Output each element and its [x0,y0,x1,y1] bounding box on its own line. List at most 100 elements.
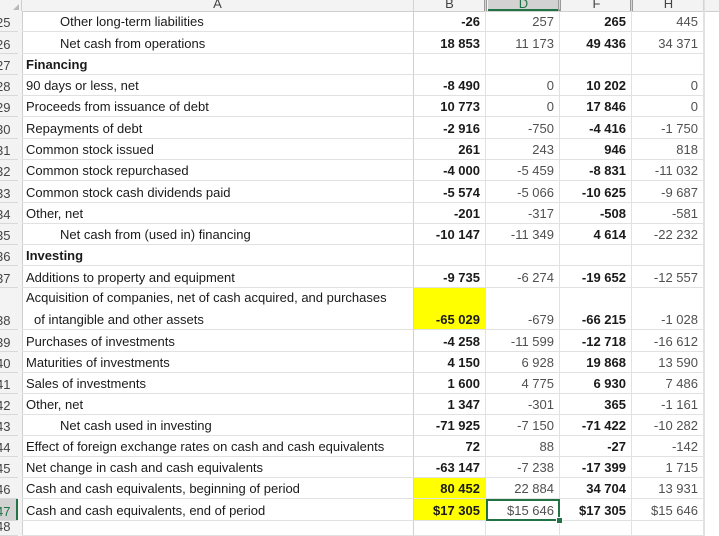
cell-d[interactable]: 0 [486,96,560,117]
select-all-corner[interactable] [0,0,22,11]
row-number[interactable]: 37 [0,266,18,288]
hidden-column-c-marker[interactable] [484,0,487,11]
cell-d[interactable]: -679 [486,288,560,330]
cell-b[interactable]: -63 147 [414,457,486,478]
cell-b[interactable]: 18 853 [414,32,486,54]
cell-a[interactable]: Common stock cash dividends paid [22,181,414,203]
cell-h[interactable]: -22 232 [632,224,704,245]
row-number[interactable]: 25 [0,11,18,32]
row-number[interactable]: 27 [0,54,18,75]
cell-f[interactable]: -4 416 [560,117,632,139]
cell-h[interactable]: 0 [632,75,704,96]
cell-d[interactable]: 0 [486,75,560,96]
cell-b[interactable]: 1 347 [414,394,486,415]
cell-a[interactable]: Net cash from operations [22,32,414,54]
cell-h[interactable]: 818 [632,139,704,160]
row-number[interactable]: 35 [0,224,18,245]
cell-d[interactable]: -5 459 [486,160,560,181]
cell-h[interactable]: -1 028 [632,288,704,330]
cell-d[interactable] [486,245,560,266]
cell-f[interactable]: 19 868 [560,352,632,373]
cell-b[interactable] [414,521,486,536]
cell-d[interactable]: 4 775 [486,373,560,394]
cell-a[interactable]: Net cash from (used in) financing [22,224,414,245]
cell-a[interactable]: Other, net [22,203,414,224]
cell-f[interactable]: -508 [560,203,632,224]
row-number[interactable]: 43 [0,415,18,436]
cell-h[interactable]: -9 687 [632,181,704,203]
row-number[interactable]: 38 [0,288,18,330]
cell-b[interactable]: -5 574 [414,181,486,203]
row-number[interactable]: 36 [0,245,18,266]
row-number[interactable]: 42 [0,394,18,415]
cell-f[interactable]: -71 422 [560,415,632,436]
cell-h[interactable]: -10 282 [632,415,704,436]
cell-d[interactable]: 257 [486,11,560,32]
cell-f[interactable] [560,521,632,536]
column-header-d[interactable]: D [488,0,560,11]
cell-d[interactable]: -6 274 [486,266,560,288]
cell-b[interactable]: 10 773 [414,96,486,117]
column-header-f[interactable]: F [562,0,632,11]
row-number[interactable]: 29 [0,96,18,117]
cell-b[interactable]: 261 [414,139,486,160]
cell-a[interactable]: Investing [22,245,414,266]
cell-d[interactable] [486,521,560,536]
column-header-b[interactable]: B [414,0,486,11]
cell-f[interactable]: 6 930 [560,373,632,394]
cell-f[interactable]: 34 704 [560,478,632,499]
cell-a[interactable]: Additions to property and equipment [22,266,414,288]
row-number[interactable]: 44 [0,436,18,457]
cell-d[interactable]: 11 173 [486,32,560,54]
cell-d[interactable]: -5 066 [486,181,560,203]
cell-f[interactable]: -19 652 [560,266,632,288]
cell-f[interactable]: -8 831 [560,160,632,181]
cell-b[interactable]: -201 [414,203,486,224]
cell-d[interactable]: -7 238 [486,457,560,478]
column-header-h[interactable]: H [634,0,704,11]
cell-h[interactable]: -12 557 [632,266,704,288]
row-number[interactable]: 40 [0,352,18,373]
cell-h[interactable] [632,521,704,536]
row-number[interactable]: 32 [0,160,18,181]
row-number[interactable]: 28 [0,75,18,96]
row-number[interactable]: 45 [0,457,18,478]
cell-h[interactable] [632,54,704,75]
hidden-column-e-marker[interactable] [558,0,561,11]
cell-d[interactable]: -750 [486,117,560,139]
cell-b[interactable]: -65 029 [414,288,486,330]
cell-f[interactable]: 365 [560,394,632,415]
cell-b[interactable]: 80 452 [414,478,486,499]
row-number[interactable]: 34 [0,203,18,224]
row-number[interactable]: 41 [0,373,18,394]
cell-a[interactable]: Proceeds from issuance of debt [22,96,414,117]
cell-d[interactable]: 88 [486,436,560,457]
cell-a[interactable]: Net cash used in investing [22,415,414,436]
cell-d[interactable]: -11 599 [486,330,560,352]
cell-f[interactable]: -12 718 [560,330,632,352]
row-number[interactable]: 47 [0,499,18,521]
cell-d[interactable]: $15 646 [486,499,563,524]
cell-h[interactable]: 7 486 [632,373,704,394]
cell-b[interactable]: -26 [414,11,486,32]
cell-a[interactable]: Acquisition of companies, net of cash ac… [22,288,414,330]
cell-h[interactable]: -142 [632,436,704,457]
cell-a[interactable] [22,521,414,536]
cell-a[interactable]: Common stock repurchased [22,160,414,181]
cell-h[interactable]: 13 590 [632,352,704,373]
cell-a[interactable]: Other long-term liabilities [22,11,414,32]
cell-f[interactable]: 17 846 [560,96,632,117]
row-number[interactable]: 31 [0,139,18,160]
cell-b[interactable]: 4 150 [414,352,486,373]
cell-b[interactable]: -4 000 [414,160,486,181]
cell-d[interactable]: -317 [486,203,560,224]
cell-a[interactable]: Common stock issued [22,139,414,160]
cell-f[interactable]: -10 625 [560,181,632,203]
cell-a[interactable]: Purchases of investments [22,330,414,352]
cell-b[interactable] [414,245,486,266]
cell-a[interactable]: Repayments of debt [22,117,414,139]
cell-b[interactable]: -8 490 [414,75,486,96]
cell-a[interactable]: Sales of investments [22,373,414,394]
row-number[interactable]: 30 [0,117,18,139]
cell-h[interactable]: $15 646 [632,499,704,521]
